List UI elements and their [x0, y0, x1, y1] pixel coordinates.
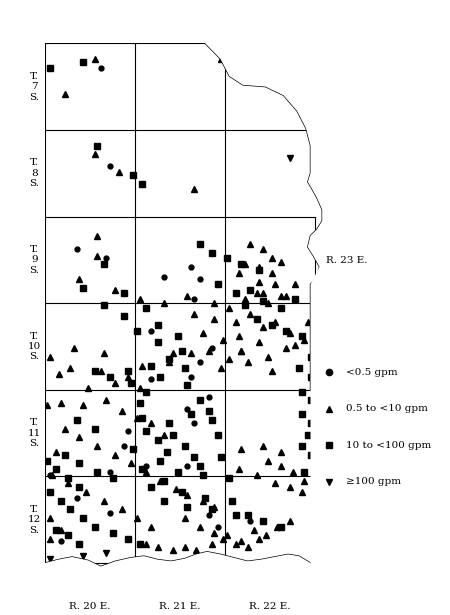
- Text: T.
8
S.: T. 8 S.: [29, 158, 39, 188]
- Text: R. 23 E.: R. 23 E.: [326, 255, 367, 264]
- Text: 0.5 to <10 gpm: 0.5 to <10 gpm: [346, 404, 428, 413]
- Text: <0.5 gpm: <0.5 gpm: [346, 368, 398, 377]
- Text: 10 to <100 gpm: 10 to <100 gpm: [346, 441, 432, 450]
- Text: T.
7
S.: T. 7 S.: [29, 72, 39, 101]
- Polygon shape: [310, 390, 360, 615]
- Text: R. 21 E.: R. 21 E.: [159, 602, 201, 611]
- Text: T.
11
S.: T. 11 S.: [27, 418, 41, 448]
- Polygon shape: [0, 0, 45, 615]
- Text: ≥100 gpm: ≥100 gpm: [346, 477, 401, 486]
- Text: T.
9
S.: T. 9 S.: [29, 245, 39, 275]
- Polygon shape: [45, 552, 360, 615]
- Text: R. 22 E.: R. 22 E.: [249, 602, 291, 611]
- Text: R. 20 E.: R. 20 E.: [69, 602, 111, 611]
- Text: T.
10
S.: T. 10 S.: [27, 331, 41, 362]
- Polygon shape: [45, 0, 205, 43]
- Polygon shape: [205, 0, 450, 563]
- Text: T.
12
S.: T. 12 S.: [27, 505, 41, 534]
